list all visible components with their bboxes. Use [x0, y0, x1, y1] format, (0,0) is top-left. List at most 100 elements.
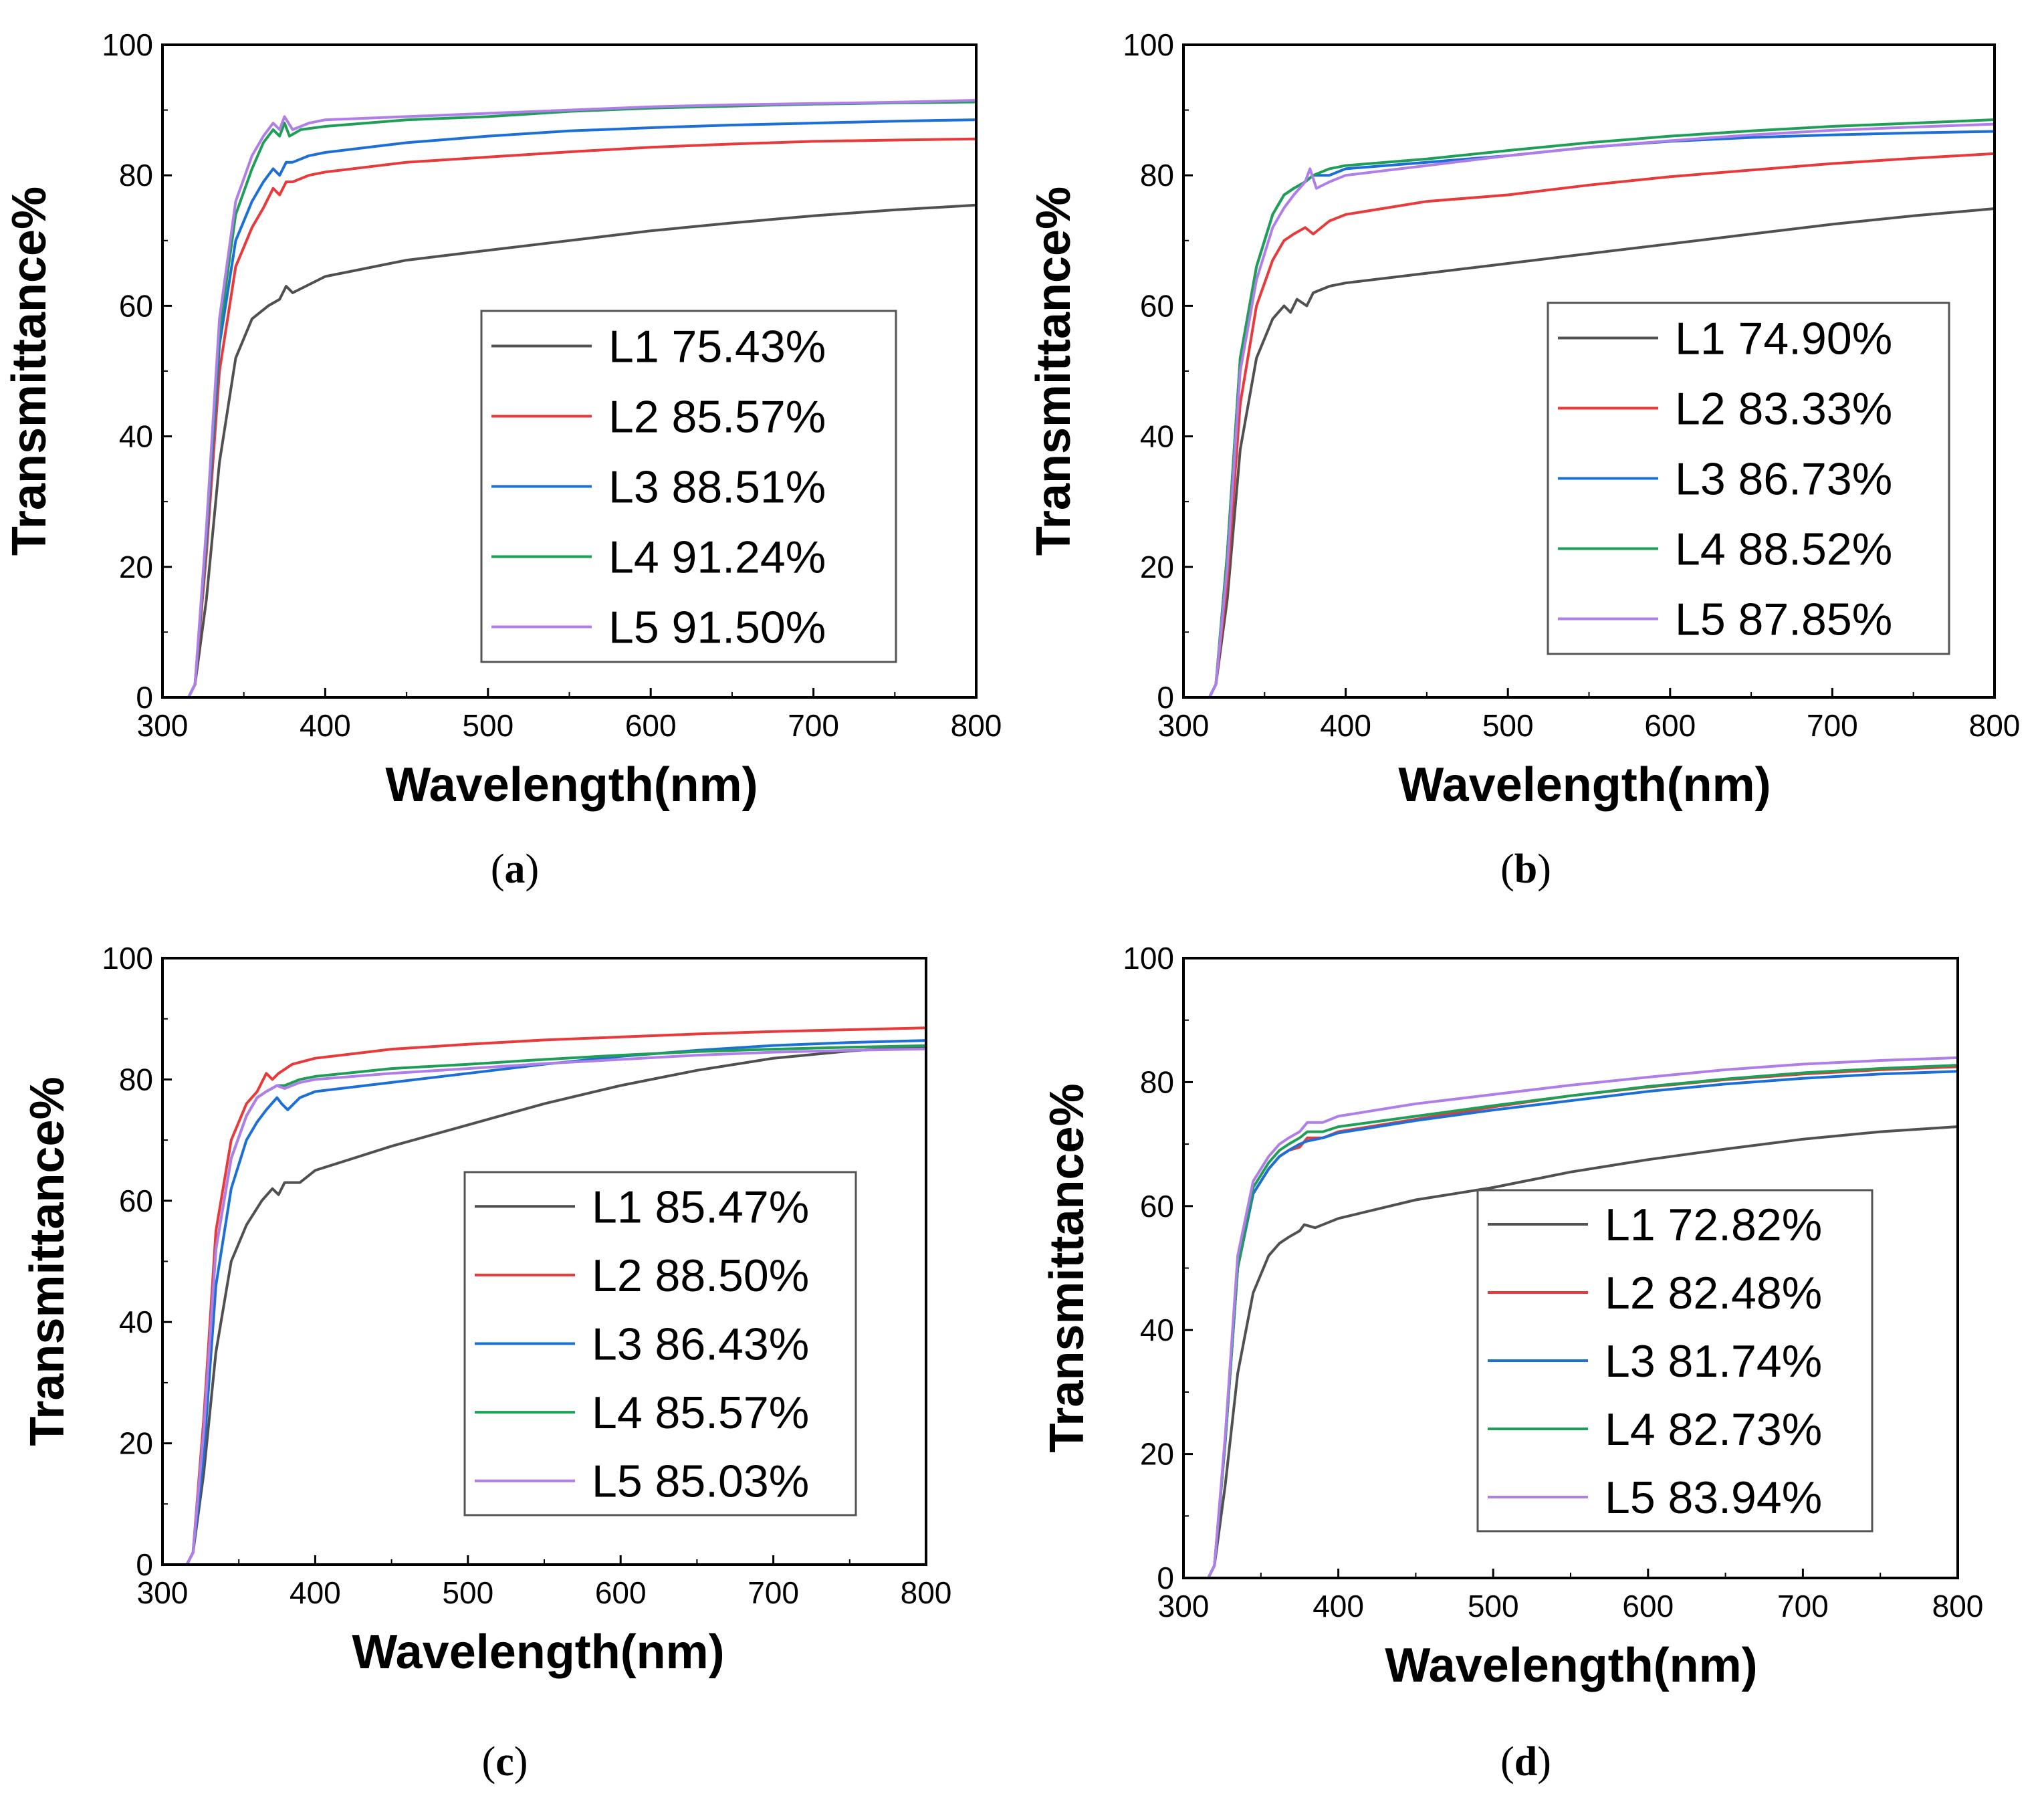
- x-axis-title: Wavelength(nm): [1385, 1639, 1757, 1692]
- x-tick-label: 300: [137, 708, 189, 743]
- y-tick-label: 40: [119, 1305, 153, 1339]
- chart-panel-d: 300 400 500 600 700 800 0 20 40 60 80 100 Wavelength…: [1040, 941, 1983, 1785]
- x-tick-label: 700: [748, 1575, 799, 1610]
- panel-caption: (d): [1500, 1739, 1551, 1785]
- x-tick-label: 500: [1482, 708, 1534, 743]
- x-tick-label: 400: [1313, 1589, 1364, 1623]
- series-line-l5: [1183, 1056, 1958, 1579]
- x-tick-label: 300: [1158, 1589, 1210, 1623]
- y-tick-label: 20: [119, 1426, 153, 1461]
- panel-caption: (a): [491, 846, 539, 892]
- legend-label-l1: L1 85.47%: [592, 1181, 809, 1232]
- series-line-l1: [1183, 1125, 1958, 1579]
- x-axis-title: Wavelength(nm): [385, 758, 758, 812]
- legend: L1 74.90% L2 83.33% L3 86.73% L4 88.52% L5 8…: [1547, 302, 1950, 655]
- x-tick-label: 600: [1644, 708, 1696, 743]
- x-tick-label: 500: [462, 708, 514, 743]
- x-tick-label: 700: [788, 708, 839, 743]
- chart-panel-a: 300 400 500 600 700 800 0 20 40 60 80 100 Wavelength…: [3, 27, 1002, 892]
- y-axis-title: Transmittance%: [21, 1077, 74, 1446]
- x-tick-label: 400: [1320, 708, 1371, 743]
- legend-label-l3: L3 81.74%: [1605, 1336, 1822, 1387]
- y-tick-label: 100: [102, 27, 153, 62]
- y-axis-title: Transmittance%: [1040, 1083, 1094, 1452]
- caption-close-paren: ): [1537, 846, 1551, 892]
- y-tick-label: 0: [1157, 680, 1174, 715]
- panel-caption: (b): [1500, 846, 1551, 892]
- x-tick-label: 600: [595, 1575, 647, 1610]
- series-line-l1: [162, 203, 977, 699]
- y-axis-title: Transmittance%: [3, 187, 56, 556]
- x-axis-title: Wavelength(nm): [1398, 758, 1771, 812]
- caption-open-paren: (: [482, 1739, 496, 1785]
- y-tick-label: 60: [1140, 288, 1174, 323]
- legend-label-l3: L3 86.43%: [592, 1319, 809, 1370]
- y-tick-label: 80: [1140, 1064, 1174, 1099]
- legend-label-l4: L4 85.57%: [592, 1387, 809, 1438]
- x-tick-label: 600: [1622, 1589, 1674, 1623]
- caption-open-paren: (: [491, 846, 505, 892]
- y-tick-label: 0: [1157, 1561, 1174, 1595]
- legend-label-l4: L4 91.24%: [608, 532, 826, 583]
- x-axis-title: Wavelength(nm): [352, 1625, 724, 1679]
- x-tick-label: 800: [951, 708, 1002, 743]
- x-tick-label: 800: [1969, 708, 2021, 743]
- x-tick-label: 300: [1158, 708, 1210, 743]
- legend-label-l1: L1 74.90%: [1675, 314, 1892, 364]
- legend-label-l4: L4 82.73%: [1605, 1404, 1822, 1455]
- legend-label-l2: L2 88.50%: [592, 1250, 809, 1301]
- y-tick-label: 0: [136, 1547, 153, 1582]
- caption-close-paren: ): [514, 1739, 528, 1785]
- y-tick-label: 80: [119, 1062, 153, 1097]
- y-tick-label: 20: [1140, 1437, 1174, 1472]
- y-tick-label: 60: [1140, 1189, 1174, 1224]
- legend-label-l4: L4 88.52%: [1675, 524, 1892, 575]
- caption-letter: c: [495, 1739, 514, 1785]
- y-axis-title: Transmittance%: [1027, 187, 1081, 556]
- y-tick-label: 100: [1123, 941, 1174, 976]
- legend-label-l5: L5 85.03%: [592, 1456, 809, 1507]
- legend-label-l2: L2 85.57%: [608, 392, 826, 443]
- x-tick-label: 400: [290, 1575, 341, 1610]
- y-tick-label: 60: [119, 1183, 153, 1218]
- panel-caption: (c): [482, 1739, 528, 1785]
- legend-label-l5: L5 83.94%: [1605, 1472, 1822, 1523]
- x-tick-label: 700: [1777, 1589, 1829, 1623]
- y-tick-label: 40: [119, 419, 153, 454]
- caption-letter: b: [1514, 846, 1537, 892]
- y-tick-label: 100: [1123, 27, 1174, 62]
- legend: L1 75.43% L2 85.57% L3 88.51% L4 91.24% L5 9…: [480, 310, 897, 663]
- x-tick-label: 600: [625, 708, 677, 743]
- series-line-l5: [162, 99, 977, 699]
- chart-panel-c: 300 400 500 600 700 800 0 20 40 60 80 100 Wavelength…: [21, 941, 951, 1785]
- y-tick-label: 100: [102, 941, 153, 976]
- caption-open-paren: (: [1500, 846, 1514, 892]
- y-tick-label: 20: [119, 550, 153, 584]
- y-tick-label: 60: [119, 288, 153, 323]
- x-tick-label: 400: [300, 708, 351, 743]
- legend: L1 85.47% L2 88.50% L3 86.43% L4 85.57% L5 8…: [463, 1171, 857, 1516]
- legend-label-l5: L5 87.85%: [1675, 594, 1892, 645]
- caption-letter: a: [505, 846, 526, 892]
- y-tick-label: 80: [1140, 158, 1174, 193]
- x-tick-label: 700: [1807, 708, 1858, 743]
- y-tick-label: 0: [136, 680, 153, 715]
- series-line-l5: [1183, 122, 1995, 699]
- series-line-l5: [162, 1047, 927, 1566]
- caption-letter: d: [1514, 1739, 1537, 1785]
- x-tick-label: 800: [901, 1575, 952, 1610]
- y-tick-label: 80: [119, 158, 153, 193]
- legend-label-l5: L5 91.50%: [608, 602, 826, 653]
- legend: L1 72.82% L2 82.48% L3 81.74% L4 82.73% L5 8…: [1476, 1189, 1873, 1533]
- y-tick-label: 20: [1140, 550, 1174, 584]
- legend-label-l3: L3 88.51%: [608, 462, 826, 513]
- caption-close-paren: ): [1537, 1739, 1551, 1785]
- caption-close-paren: ): [526, 846, 540, 892]
- chart-panel-b: 300 400 500 600 700 800 0 20 40 60 80 100 Wavelength…: [1027, 27, 2020, 892]
- legend-label-l2: L2 83.33%: [1675, 384, 1892, 435]
- legend-label-l2: L2 82.48%: [1605, 1268, 1822, 1319]
- x-tick-label: 500: [1468, 1589, 1519, 1623]
- legend-label-l3: L3 86.73%: [1675, 454, 1892, 505]
- series-line-l1: [1183, 207, 1995, 699]
